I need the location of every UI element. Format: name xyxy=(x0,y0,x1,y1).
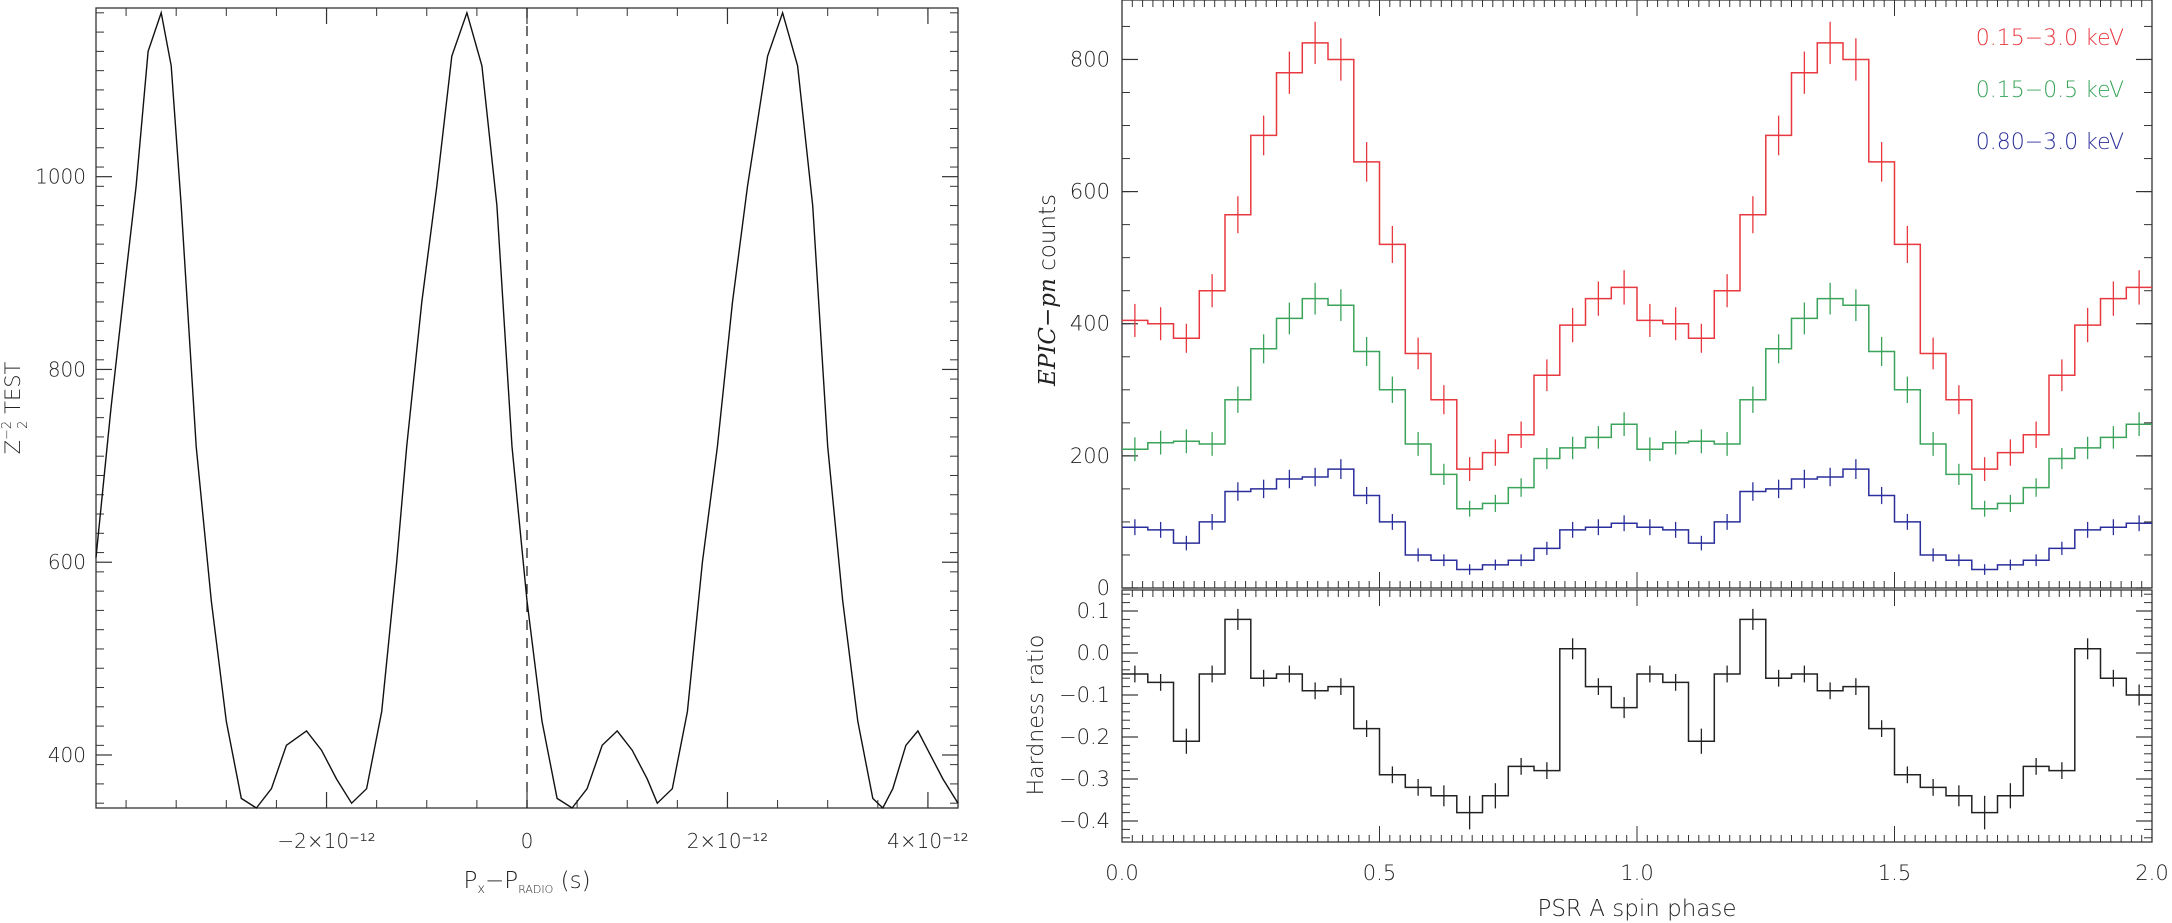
left-y-tick-label: 600 xyxy=(48,550,86,574)
counts-step-1 xyxy=(1122,297,2152,510)
hardness-x-ticks: 0.0 0.5 1.0 1.5 2.0 xyxy=(1105,590,2169,885)
left-y-label-main: Z xyxy=(1,440,25,454)
legend-entry-1: 0.15−0.5 keV xyxy=(1976,78,2124,103)
left-y-label-sub: 2 xyxy=(16,421,31,429)
counts-y-tick-label: 200 xyxy=(1070,444,1110,468)
hardness-y-ticks: −0.4 −0.3 −0.2 −0.1 0.0 0.1 xyxy=(1059,593,2152,839)
left-x-label-sub1: x xyxy=(477,882,485,897)
hardness-x-tick-label: 0.0 xyxy=(1105,861,1138,885)
counts-y-label-rest: counts xyxy=(1035,194,1061,278)
counts-y-tick-label: 800 xyxy=(1070,47,1110,71)
counts-y-axis-label: EPIC−pn counts xyxy=(1035,194,1061,387)
left-x-label-mid: −P xyxy=(485,868,518,894)
hardness-panel: −0.4 −0.3 −0.2 −0.1 0.0 0.1 0.0 0.5 1.0 1.5 2.0 H… xyxy=(1024,589,2169,922)
counts-y-ticks: 0 200 400 600 800 xyxy=(1070,25,2152,600)
counts-legend: 0.15−3.0 keV 0.15−0.5 keV 0.80−3.0 keV xyxy=(1976,26,2124,155)
hardness-x-tick-label: 1.5 xyxy=(1878,861,1911,885)
counts-step-2 xyxy=(1122,468,2152,571)
hardness-series xyxy=(1122,608,2152,830)
left-x-tick-label: 0 xyxy=(521,829,534,853)
left-y-tick-label: 800 xyxy=(48,357,86,381)
left-y-axis-label: Z−22 TEST xyxy=(0,361,31,454)
hardness-x-tick-label: 1.0 xyxy=(1620,861,1653,885)
counts-y-label-italic: EPIC−pn xyxy=(1035,278,1061,387)
hardness-x-axis-label: PSR A spin phase xyxy=(1537,896,1736,922)
hardness-y-axis-label: Hardness ratio xyxy=(1024,635,1049,796)
left-y-ticks: 400 600 800 1000 xyxy=(35,12,958,804)
counts-y-tick-label: 0 xyxy=(1097,576,1110,600)
hardness-y-tick-label: 0.1 xyxy=(1077,599,1110,623)
counts-y-tick-label: 600 xyxy=(1070,180,1110,204)
left-y-tick-label: 400 xyxy=(48,743,86,767)
counts-x-ticks xyxy=(1121,0,2153,588)
z2-test-curve xyxy=(95,10,959,810)
left-y-label-rest: TEST xyxy=(1,361,25,420)
left-x-label-sub2: RADIO xyxy=(518,883,553,896)
hardness-step-line xyxy=(1122,618,2152,814)
hardness-x-tick-label: 0.5 xyxy=(1363,861,1396,885)
left-x-axis-label: Px−PRADIO (s) xyxy=(463,868,590,897)
counts-panel: 0 200 400 600 800 EPIC−pn counts 0.15−3.0 ke… xyxy=(1035,0,2153,600)
left-x-tick-label: 2×10⁻¹² xyxy=(687,829,769,853)
counts-series xyxy=(1122,21,2152,575)
legend-entry-0: 0.15−3.0 keV xyxy=(1976,26,2124,51)
left-x-tick-label: 4×10⁻¹² xyxy=(887,829,969,853)
left-x-ticks: −2×10⁻¹² 0 2×10⁻¹² 4×10⁻¹² xyxy=(125,8,969,853)
left-x-label-main: P xyxy=(463,868,477,894)
hardness-y-tick-label: −0.4 xyxy=(1059,809,1110,833)
left-y-tick-label: 1000 xyxy=(35,165,86,189)
hardness-y-tick-label: −0.2 xyxy=(1059,725,1110,749)
hardness-y-tick-label: −0.1 xyxy=(1059,683,1110,707)
left-y-label-sup: −2 xyxy=(0,421,15,440)
hardness-y-tick-label: −0.3 xyxy=(1059,767,1110,791)
hardness-y-tick-label: 0.0 xyxy=(1077,641,1110,665)
left-x-label-rest: (s) xyxy=(553,868,590,894)
hardness-x-tick-label: 2.0 xyxy=(2135,861,2168,885)
counts-step-0 xyxy=(1122,42,2152,470)
left-x-tick-label: −2×10⁻¹² xyxy=(277,829,375,853)
legend-entry-2: 0.80−3.0 keV xyxy=(1976,130,2124,155)
counts-y-tick-label: 400 xyxy=(1070,312,1110,336)
